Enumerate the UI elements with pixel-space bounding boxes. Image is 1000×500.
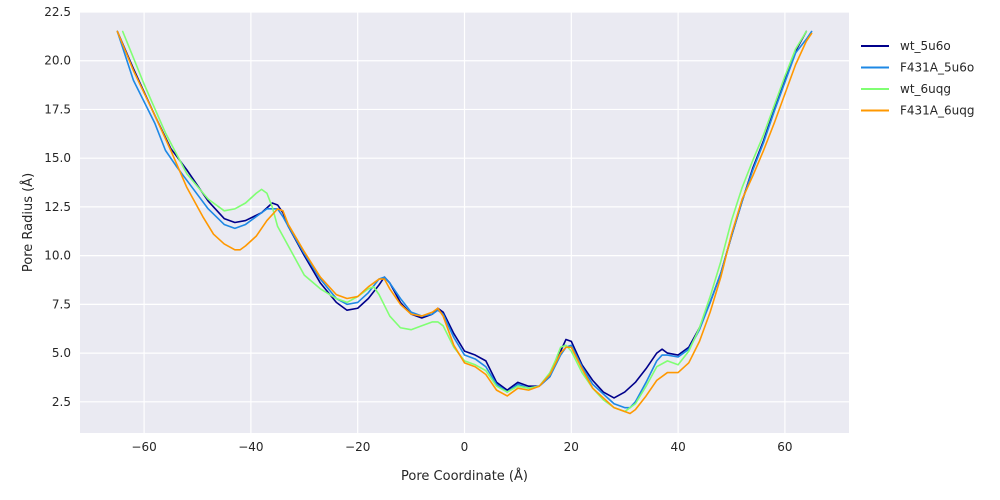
x-tick-label: −60 [131,440,156,454]
y-tick-label: 12.5 [44,200,71,214]
series-layer [116,30,813,415]
x-tick-label: 0 [461,440,469,454]
y-tick-label: 7.5 [52,297,71,311]
y-tick-label: 5.0 [52,346,71,360]
y-tick-label: 2.5 [52,395,71,409]
x-tick-labels: −60 −40 −20 0 20 40 60 [131,440,792,454]
y-tick-label: 17.5 [44,102,71,116]
series-line-wt-5u6o [116,30,808,399]
x-tick-label: −40 [238,440,263,454]
legend-label: wt_6uqg [900,82,951,96]
x-axis-label: Pore Coordinate (Å) [401,468,528,484]
y-tick-label: 22.5 [44,5,71,19]
legend-label: wt_5u6o [900,39,951,53]
y-tick-labels: 2.5 5.0 7.5 10.0 12.5 15.0 17.5 20.0 22.5 [44,5,71,409]
series-line-f431a-6uqg [116,30,813,415]
x-tick-label: 40 [670,440,685,454]
x-tick-label: 20 [564,440,579,454]
y-axis-label: Pore Radius (Å) [20,173,36,272]
x-tick-label: 60 [777,440,792,454]
y-tick-label: 10.0 [44,249,71,263]
x-tick-label: −20 [345,440,370,454]
series-line-wt-6uqg [121,30,808,413]
grid [80,11,849,433]
legend-label: F431A_5u6o [900,61,974,75]
legend: wt_5u6o F431A_5u6o wt_6uqg F431A_6uqg [861,39,975,118]
y-tick-label: 15.0 [44,151,71,165]
y-tick-label: 20.0 [44,54,71,68]
legend-label: F431A_6uqg [900,104,975,118]
